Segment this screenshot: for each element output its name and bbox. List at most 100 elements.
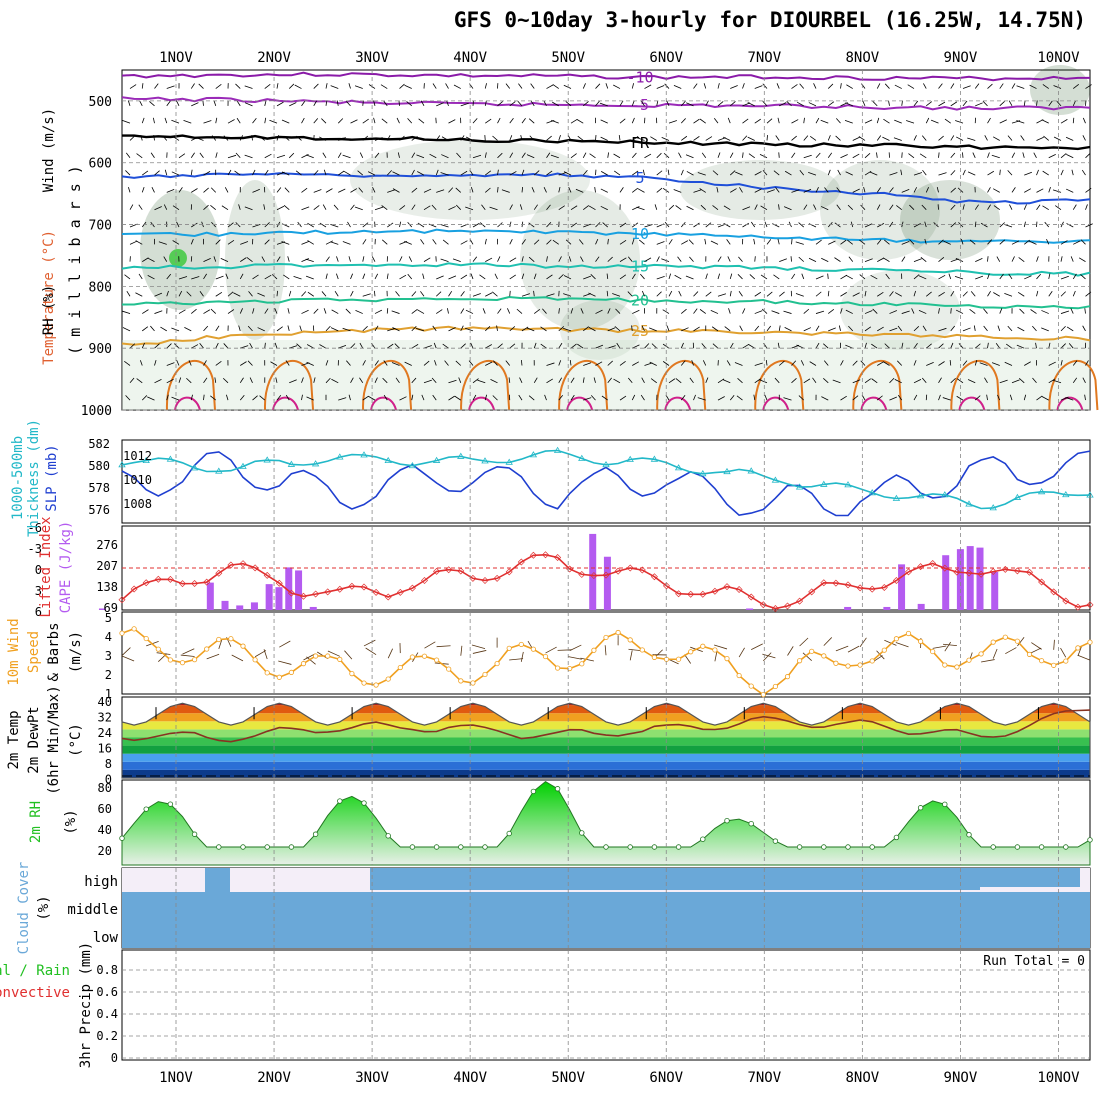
wind-barb — [701, 343, 707, 349]
wind-barb — [305, 275, 314, 280]
wind-speed-marker — [542, 653, 549, 660]
li-marker — [469, 574, 477, 582]
wind-speed-marker — [1026, 651, 1033, 657]
pressure-tick-label: 600 — [89, 157, 112, 172]
wind-barb — [815, 152, 821, 159]
wind-barb — [1011, 152, 1016, 158]
wind-barb — [632, 309, 640, 314]
wind-barb — [321, 118, 327, 124]
wind-barb — [127, 100, 131, 106]
wind-barb — [984, 377, 988, 384]
wind-barb — [1009, 204, 1013, 210]
wind-barb — [485, 292, 493, 297]
wind-barb — [533, 204, 538, 210]
wind-barb — [889, 187, 894, 193]
wind10-label-3: & Barbs — [46, 622, 62, 681]
day-label-top: 6NOV — [649, 50, 683, 66]
wind-barb — [543, 187, 547, 193]
wind-barb — [154, 343, 160, 349]
wind-barb — [913, 342, 918, 349]
wind-barb — [283, 204, 290, 211]
wind-barb — [227, 154, 237, 159]
surface-wind-barb — [424, 641, 436, 649]
slp-label: SLP (mb) — [44, 444, 60, 511]
wind-barb — [350, 377, 354, 383]
wind-barb — [434, 360, 437, 366]
wind-barb — [497, 186, 499, 193]
wind-barb — [661, 258, 670, 263]
wind-barb — [595, 238, 599, 245]
wind-barb — [570, 343, 577, 349]
surface-wind-barb — [182, 648, 195, 655]
wind-barb — [1060, 325, 1066, 332]
wind-barb — [884, 83, 890, 89]
wind-barb — [705, 100, 709, 107]
surface-wind-barb — [932, 645, 947, 649]
pressure-tick-label: 900 — [89, 342, 112, 357]
wind-barb — [717, 101, 724, 107]
wind-barb — [1041, 119, 1049, 124]
wind-barb — [239, 135, 244, 141]
wind-barb — [749, 274, 756, 280]
wind-barb — [606, 273, 609, 279]
wind-barb — [259, 395, 266, 401]
wind-barb — [494, 273, 498, 280]
temp-contour — [121, 325, 1091, 346]
wind-barb — [240, 257, 247, 262]
wind-barb — [472, 256, 478, 262]
wind-barb — [656, 241, 665, 245]
wind-barb — [815, 310, 825, 314]
wind-speed-marker — [482, 671, 488, 678]
wind-barb — [136, 378, 143, 384]
wind-barb — [546, 378, 554, 384]
wind-barb — [1016, 344, 1025, 349]
wind-barb — [614, 326, 621, 332]
wind-barb — [589, 153, 596, 159]
wind-barb — [717, 152, 721, 158]
wind-barb — [492, 135, 498, 141]
wind-barb — [307, 291, 314, 297]
rh-shade — [820, 160, 940, 260]
wind-barb — [163, 256, 168, 262]
cape-tick-label: 69 — [104, 601, 118, 615]
wind-barb — [497, 169, 499, 176]
wind-barb — [238, 325, 241, 331]
rh-marker — [506, 830, 512, 837]
wind-barb — [668, 204, 675, 211]
wind-barb — [882, 361, 890, 366]
thickness-marker — [408, 461, 417, 469]
thickness-tick-label: 580 — [88, 459, 110, 473]
rh-tick-label: 80 — [98, 781, 112, 795]
wind-barb — [301, 309, 309, 314]
wind-barb — [505, 360, 511, 366]
day-label-top: 2NOV — [257, 50, 291, 66]
wind-barb — [607, 152, 610, 158]
wind-barb — [129, 377, 135, 384]
wind-barb — [550, 154, 559, 159]
rh-max-dot — [169, 249, 187, 267]
wind-barb — [724, 326, 731, 332]
wind-barb — [281, 119, 290, 124]
wind-barb — [283, 274, 290, 280]
wind-barb — [661, 136, 670, 141]
wind-barb — [325, 240, 334, 245]
wind-barb — [969, 309, 976, 314]
wind-barb — [1024, 171, 1032, 176]
wind-barb — [387, 189, 396, 193]
wind-barb — [448, 119, 456, 124]
wind-barb — [889, 221, 894, 228]
wind-barb — [618, 135, 621, 141]
day-label-top: 9NOV — [944, 50, 978, 66]
rh-marker — [1014, 844, 1021, 850]
wind-barb — [777, 342, 780, 349]
wind-barb — [913, 394, 918, 401]
wind-barb — [955, 257, 964, 262]
wind-barb — [606, 290, 609, 297]
wind-barb — [987, 239, 993, 245]
wind-barb — [918, 275, 927, 280]
wind-barb — [481, 204, 486, 210]
wind-barb — [176, 100, 180, 107]
wind-barb — [691, 360, 694, 366]
wind-barb — [440, 224, 449, 228]
